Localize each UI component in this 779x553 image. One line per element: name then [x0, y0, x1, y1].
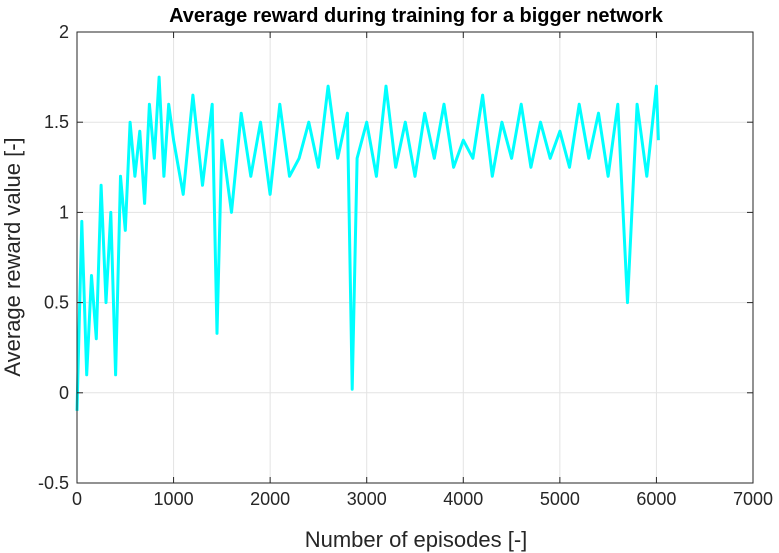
x-tick-label: 3000: [347, 489, 387, 509]
tick-labels: 0 1000 2000 3000 4000 5000 6000 7000-0.500.511.…: [38, 22, 773, 509]
y-tick-label: -0.5: [38, 473, 69, 493]
x-tick-label: 5000: [540, 489, 580, 509]
y-tick-label: 2: [59, 22, 69, 42]
x-tick-label: 1000: [154, 489, 194, 509]
plot-area-border: [76, 31, 754, 484]
x-tick-label: 0: [72, 489, 82, 509]
series-line: [75, 75, 660, 411]
chart-title: Average reward during training for a big…: [169, 5, 664, 27]
series-layer: [75, 75, 660, 411]
x-tick-label: 6000: [636, 489, 676, 509]
y-tick-label: 1.5: [44, 112, 69, 132]
y-tick-label: 0.5: [44, 293, 69, 313]
x-tick-label: 7000: [733, 489, 773, 509]
y-axis-title: Average reward value [-]: [0, 137, 25, 376]
y-tick-label: 0: [59, 383, 69, 403]
axes: [76, 31, 754, 484]
y-tick-label: 1: [59, 202, 69, 222]
x-tick-label: 4000: [443, 489, 483, 509]
x-tick-label: 2000: [250, 489, 290, 509]
x-axis-title: Number of episodes [-]: [305, 527, 528, 552]
grid-lines: [76, 31, 754, 484]
